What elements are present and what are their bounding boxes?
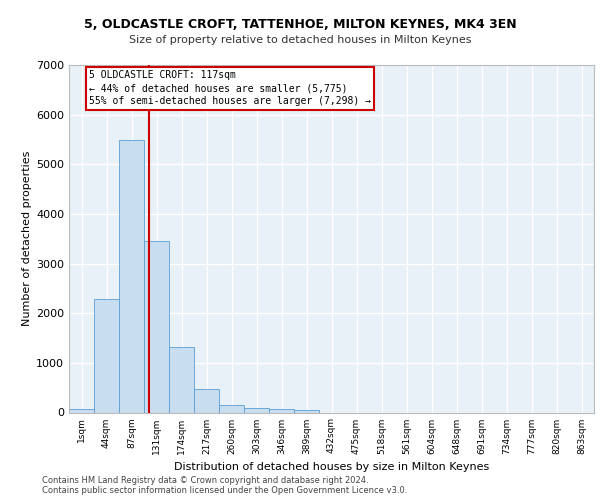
Bar <box>69 408 94 412</box>
Bar <box>294 410 319 412</box>
Bar <box>244 408 269 412</box>
Bar <box>219 404 244 412</box>
Bar <box>94 300 119 412</box>
Bar <box>194 389 219 412</box>
Bar <box>169 348 194 412</box>
Text: Size of property relative to detached houses in Milton Keynes: Size of property relative to detached ho… <box>129 35 471 45</box>
Y-axis label: Number of detached properties: Number of detached properties <box>22 151 32 326</box>
Bar <box>119 140 144 412</box>
X-axis label: Distribution of detached houses by size in Milton Keynes: Distribution of detached houses by size … <box>174 462 489 472</box>
Text: Contains public sector information licensed under the Open Government Licence v3: Contains public sector information licen… <box>42 486 407 495</box>
Text: 5 OLDCASTLE CROFT: 117sqm
← 44% of detached houses are smaller (5,775)
55% of se: 5 OLDCASTLE CROFT: 117sqm ← 44% of detac… <box>89 70 371 106</box>
Text: 5, OLDCASTLE CROFT, TATTENHOE, MILTON KEYNES, MK4 3EN: 5, OLDCASTLE CROFT, TATTENHOE, MILTON KE… <box>83 18 517 30</box>
Bar <box>144 241 169 412</box>
Text: Contains HM Land Registry data © Crown copyright and database right 2024.: Contains HM Land Registry data © Crown c… <box>42 476 368 485</box>
Bar <box>269 409 294 412</box>
